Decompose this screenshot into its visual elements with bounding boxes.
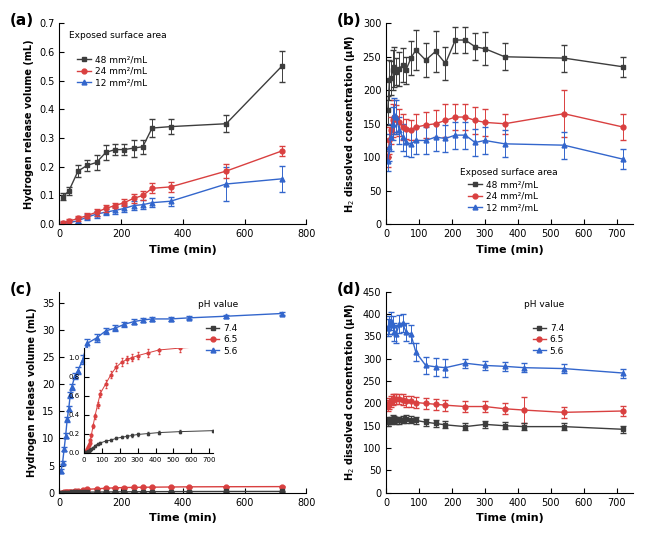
X-axis label: Time (min): Time (min) bbox=[476, 245, 543, 255]
Legend: 48 mm²/mL, 24 mm²/mL, 12 mm²/mL: 48 mm²/mL, 24 mm²/mL, 12 mm²/mL bbox=[465, 177, 542, 216]
Y-axis label: Hydrogen release volume (mL): Hydrogen release volume (mL) bbox=[24, 39, 34, 208]
Text: Exposed surface area: Exposed surface area bbox=[460, 168, 558, 177]
Y-axis label: H$_2$ dissolved concentration (μM): H$_2$ dissolved concentration (μM) bbox=[343, 34, 357, 213]
Text: (d): (d) bbox=[337, 282, 361, 297]
Y-axis label: H$_2$ dissolved concentration (μM): H$_2$ dissolved concentration (μM) bbox=[343, 303, 357, 482]
Text: (a): (a) bbox=[10, 13, 34, 28]
X-axis label: Time (min): Time (min) bbox=[149, 245, 217, 255]
X-axis label: Time (min): Time (min) bbox=[476, 513, 543, 523]
Text: pH value: pH value bbox=[525, 300, 565, 309]
Text: pH value: pH value bbox=[198, 300, 238, 309]
X-axis label: Time (min): Time (min) bbox=[149, 513, 217, 523]
Legend: 7.4, 6.5, 5.6: 7.4, 6.5, 5.6 bbox=[203, 321, 241, 359]
Legend: 7.4, 6.5, 5.6: 7.4, 6.5, 5.6 bbox=[529, 321, 567, 359]
Text: (c): (c) bbox=[10, 282, 33, 297]
Y-axis label: Hydrogen release volume (mL): Hydrogen release volume (mL) bbox=[27, 307, 37, 477]
Text: (b): (b) bbox=[337, 13, 362, 28]
Legend: 48 mm²/mL, 24 mm²/mL, 12 mm²/mL: 48 mm²/mL, 24 mm²/mL, 12 mm²/mL bbox=[74, 52, 150, 91]
Text: Exposed surface area: Exposed surface area bbox=[69, 31, 167, 40]
